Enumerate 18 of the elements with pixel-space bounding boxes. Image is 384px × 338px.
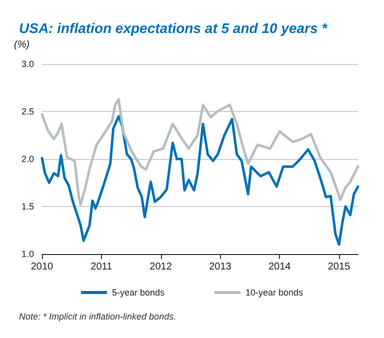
x-tick-label: 2012 — [150, 262, 172, 272]
y-tick-label: 3.0 — [21, 59, 34, 69]
text: Note: * Implicit in inflation-linked bonds. — [19, 312, 176, 322]
y-tick-label: 1.5 — [21, 202, 34, 212]
x-tick-label: 2011 — [90, 262, 113, 272]
legend-label: 10-year bonds — [245, 288, 304, 298]
y-tick-label: 2.0 — [21, 154, 34, 164]
x-tick-label: 2010 — [30, 262, 54, 272]
line-series — [40, 115, 360, 246]
x-tick-label: 2014 — [268, 262, 292, 272]
legend-label: 5-year bonds — [112, 288, 165, 298]
y-axis-title: (%) — [14, 40, 30, 50]
y-tick-label: 2.5 — [21, 106, 34, 116]
x-tick-label: 2015 — [328, 262, 351, 272]
chart-title: USA: inflation expectations at 5 and 10 years * — [19, 20, 328, 36]
x-tick-label: 2013 — [209, 262, 232, 272]
y-tick-label: 1.0 — [21, 249, 34, 259]
line-series — [40, 98, 360, 206]
